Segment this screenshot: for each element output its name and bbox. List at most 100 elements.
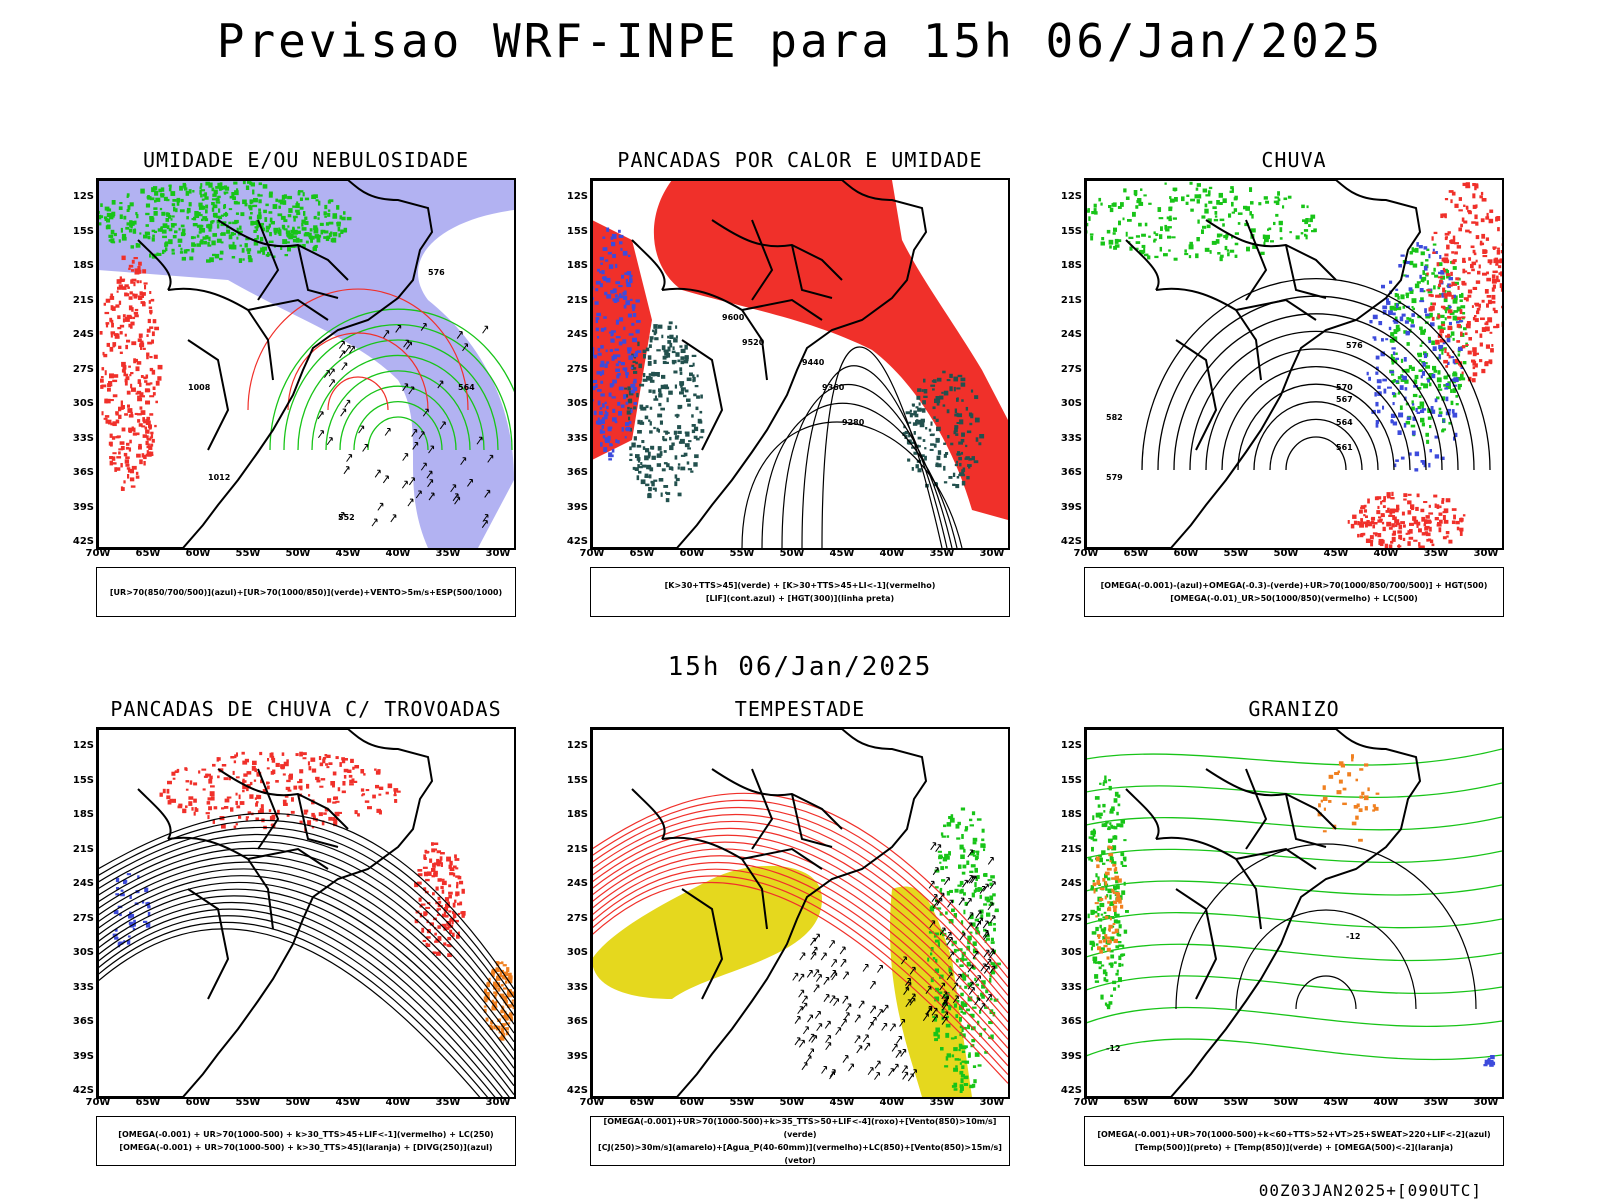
- temperature-500-contour: [1295, 975, 1357, 1010]
- field-pixel: [950, 1037, 955, 1040]
- wind-vector: [987, 856, 994, 865]
- field-pixel: [280, 215, 286, 220]
- field-pixel: [1109, 894, 1112, 900]
- field-pixel: [1406, 294, 1409, 299]
- field-pixel: [614, 294, 618, 298]
- field-pixel: [606, 227, 610, 232]
- field-pixel: [627, 350, 631, 354]
- field-pixel: [119, 351, 123, 355]
- field-pixel: [149, 454, 154, 457]
- field-pixel: [946, 835, 950, 838]
- field-pixel: [612, 417, 617, 422]
- field-pixel: [604, 415, 608, 420]
- field-pixel: [315, 776, 320, 781]
- wind-vector: [975, 910, 982, 919]
- field-pixel: [441, 889, 445, 894]
- field-pixel: [622, 250, 628, 256]
- field-pixel: [605, 349, 608, 353]
- field-pixel: [1450, 400, 1454, 406]
- field-pixel: [493, 985, 498, 990]
- field-pixel: [1462, 361, 1467, 365]
- field-pixel: [290, 233, 294, 237]
- wind-vector: [382, 475, 389, 484]
- field-pixel: [440, 885, 444, 890]
- field-pixel: [979, 909, 984, 914]
- field-pixel: [1220, 254, 1224, 258]
- field-pixel: [117, 327, 122, 330]
- field-pixel: [112, 462, 117, 465]
- field-pixel: [111, 200, 116, 205]
- field-pixel: [615, 363, 620, 367]
- wind-vector: [801, 995, 808, 1004]
- field-pixel: [1456, 324, 1461, 328]
- field-pixel: [929, 906, 935, 912]
- field-pixel: [152, 234, 155, 238]
- field-pixel: [917, 407, 922, 412]
- field-pixel: [149, 217, 155, 223]
- field-pixel: [970, 864, 976, 868]
- lon-tick-label: 50W: [1273, 1097, 1299, 1108]
- field-pixel: [192, 236, 196, 239]
- field-pixel: [1372, 524, 1376, 529]
- field-pixel: [417, 873, 423, 877]
- field-pixel: [248, 204, 252, 209]
- field-pixel: [1095, 961, 1099, 964]
- field-pixel: [104, 311, 110, 315]
- field-pixel: [1395, 288, 1399, 291]
- field-pixel: [102, 351, 105, 356]
- field-pixel: [1460, 377, 1466, 381]
- field-pixel: [218, 208, 221, 213]
- field-pixel: [1392, 402, 1395, 406]
- field-pixel: [1489, 209, 1494, 213]
- field-pixel: [658, 402, 662, 407]
- field-pixel: [1450, 312, 1455, 315]
- field-pixel: [455, 919, 459, 923]
- field-pixel: [1389, 509, 1393, 515]
- field-pixel: [674, 437, 679, 440]
- field-pixel: [1476, 310, 1480, 315]
- field-pixel: [1480, 218, 1485, 223]
- field-pixel: [1097, 946, 1101, 951]
- field-pixel: [624, 387, 628, 390]
- field-pixel: [189, 780, 193, 785]
- field-pixel: [147, 318, 151, 324]
- field-pixel: [121, 427, 126, 432]
- field-pixel: [437, 936, 442, 941]
- field-pixel: [976, 818, 982, 821]
- field-pixel: [1491, 294, 1496, 300]
- field-pixel: [263, 209, 267, 214]
- field-pixel: [1452, 412, 1458, 418]
- field-pixel: [1234, 232, 1240, 235]
- field-pixel: [286, 813, 290, 817]
- field-pixel: [146, 196, 152, 199]
- field-pixel: [629, 458, 633, 462]
- field-pixel: [247, 811, 252, 815]
- wind-vector: [982, 929, 989, 938]
- field-pixel: [1249, 187, 1253, 193]
- field-pixel: [645, 483, 650, 487]
- field-pixel: [1403, 330, 1407, 334]
- field-pixel: [1123, 839, 1127, 842]
- streamline: [98, 895, 514, 1095]
- field-pixel: [1470, 245, 1475, 249]
- field-pixel: [969, 931, 973, 934]
- field-pixel: [958, 473, 963, 477]
- field-pixel: [623, 326, 626, 331]
- field-pixel: [264, 217, 268, 222]
- field-pixel: [435, 939, 440, 943]
- field-pixel: [257, 250, 261, 254]
- wind-vector: [830, 959, 837, 968]
- field-pixel: [296, 201, 299, 207]
- state-border: [1125, 788, 1160, 840]
- field-pixel: [235, 201, 240, 205]
- field-pixel: [151, 331, 155, 337]
- field-pixel: [1428, 294, 1433, 297]
- field-pixel: [1355, 815, 1359, 820]
- field-pixel: [622, 339, 627, 344]
- map-canvas: [98, 729, 514, 1097]
- field-pixel: [238, 230, 243, 233]
- field-pixel: [1471, 305, 1474, 308]
- field-pixel: [243, 773, 248, 777]
- lon-tick-label: 60W: [185, 548, 211, 559]
- field-pixel: [1428, 373, 1434, 378]
